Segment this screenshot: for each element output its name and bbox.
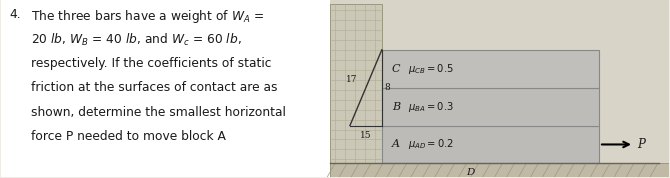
Text: $\mu_{BA}=0.3$: $\mu_{BA}=0.3$	[408, 100, 454, 114]
Text: friction at the surfaces of contact are as: friction at the surfaces of contact are …	[31, 81, 277, 94]
Text: A: A	[392, 140, 400, 150]
Text: 15: 15	[360, 130, 372, 140]
Text: shown, determine the smallest horizontal: shown, determine the smallest horizontal	[31, 106, 286, 119]
Bar	[382, 88, 599, 125]
Text: P: P	[637, 138, 645, 151]
Text: C: C	[392, 64, 400, 74]
Text: B: B	[392, 102, 400, 112]
Bar	[382, 125, 599, 163]
Bar	[330, 0, 669, 177]
Text: 4.: 4.	[9, 8, 21, 21]
Text: D: D	[466, 168, 474, 177]
Text: 8: 8	[385, 83, 391, 92]
Text: 20 $lb$, $W_B$ = 40 $lb$, and $W_c$ = 60 $lb$,: 20 $lb$, $W_B$ = 40 $lb$, and $W_c$ = 60…	[31, 32, 242, 48]
Text: respectively. If the coefficients of static: respectively. If the coefficients of sta…	[31, 57, 271, 70]
Text: $\mu_{AD}=0.2$: $\mu_{AD}=0.2$	[408, 137, 454, 151]
Text: The three bars have a weight of $W_A$ =: The three bars have a weight of $W_A$ =	[31, 8, 264, 25]
Bar	[1, 0, 330, 177]
Bar	[382, 50, 599, 88]
Text: force P needed to move block A: force P needed to move block A	[31, 130, 226, 143]
Text: 17: 17	[346, 75, 358, 84]
Text: $\mu_{CB}=0.5$: $\mu_{CB}=0.5$	[408, 62, 454, 76]
Bar	[330, 4, 382, 163]
Bar	[330, 163, 669, 177]
